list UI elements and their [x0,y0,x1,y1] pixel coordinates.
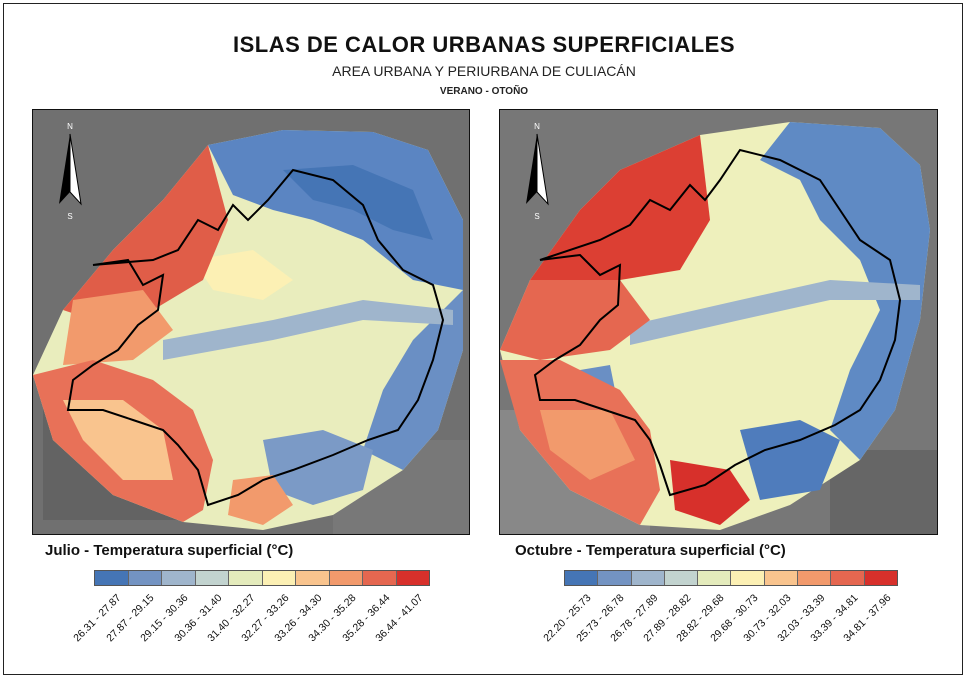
legend-swatch [731,571,765,585]
legend-swatch [598,571,632,585]
legend-swatch [764,571,799,585]
north-s-label: S [534,212,540,221]
map-frame [3,3,963,675]
legend-swatch [262,571,296,585]
legend-swatch [831,571,865,585]
legend-swatch [864,571,897,585]
legend-title-octubre: Octubre - Temperatura superficial (°C) [515,542,786,559]
legend-title-julio: Julio - Temperatura superficial (°C) [45,542,294,559]
legend-swatch [363,571,397,585]
legend-swatch [698,571,732,585]
map-title: ISLAS DE CALOR URBANAS SUPERFICIALES [232,32,736,57]
north-arrow-icon [526,133,549,206]
legend-swatch [229,571,263,585]
north-n-label: N [67,122,73,131]
legend-swatch [329,571,363,585]
north-n-label: N [534,122,540,131]
legend-labels-octubre: 22.20 - 25.73 25.73 - 26.78 26.78 - 27.89 2… [541,592,898,672]
legend-swatch [565,571,599,585]
legend-swatch [195,571,229,585]
north-s-label: S [67,212,73,221]
map-canvas-julio [33,110,469,534]
legend-bar-octubre [564,570,898,586]
legend-swatch [798,571,832,585]
north-arrow-octubre: N S [522,122,552,222]
legend-swatch [162,571,196,585]
legend-swatch [631,571,665,585]
legend-swatch [128,571,162,585]
map-subtitle: AREA URBANA Y PERIURBANA DE CULIACÁN [332,63,636,79]
legend-swatch [95,571,129,585]
north-arrow-julio: N S [55,122,85,222]
season-label: VERANO - OTOÑO [439,86,529,97]
legend-bar-julio [94,570,430,586]
legend-swatch [664,571,699,585]
north-arrow-icon [59,133,82,206]
map-panel-julio: N S [32,109,470,535]
map-canvas-octubre [500,110,937,534]
map-panel-octubre: N S [499,109,938,535]
legend-swatch [396,571,429,585]
legend-labels-julio: 26.31 - 27.87 27.87 - 29.15 29.15 - 30.36 3… [71,592,430,672]
legend-swatch [296,571,330,585]
